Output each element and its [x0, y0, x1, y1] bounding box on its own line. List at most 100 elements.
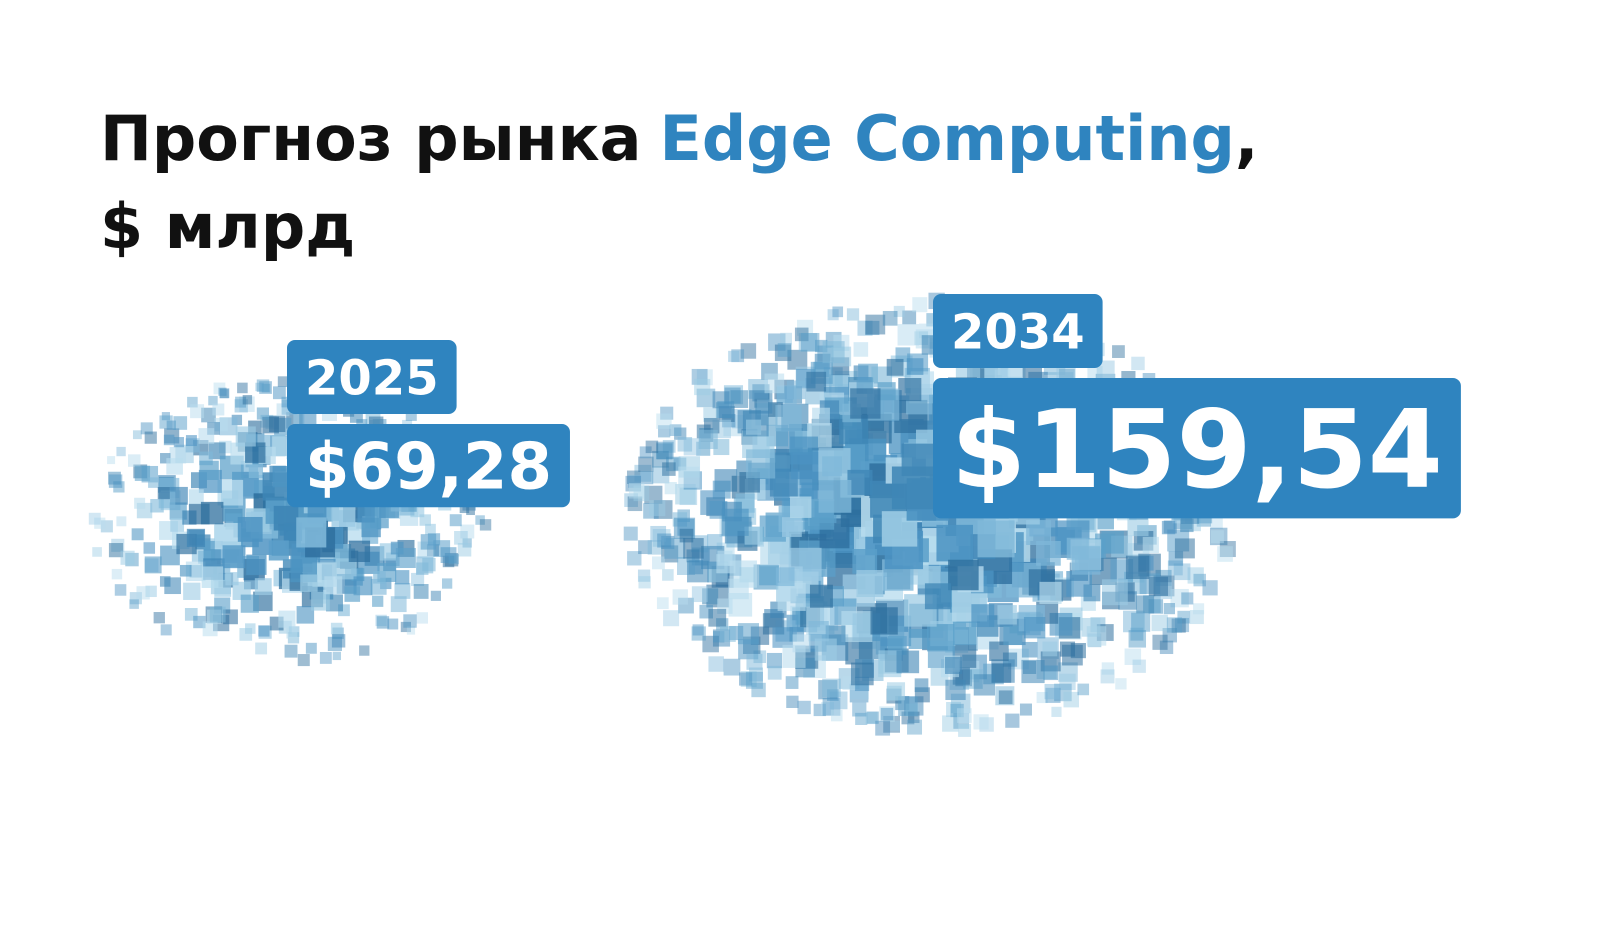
cube	[890, 720, 900, 731]
cube	[1044, 683, 1060, 700]
cube	[144, 556, 162, 574]
cube	[335, 558, 357, 580]
cube	[746, 653, 763, 670]
cube	[1171, 618, 1186, 633]
cube	[1039, 581, 1062, 604]
cube	[739, 672, 753, 686]
cube	[140, 422, 153, 435]
cube	[448, 554, 459, 565]
cube	[278, 610, 296, 628]
cube	[113, 481, 125, 493]
cube	[258, 625, 270, 637]
value-label-box	[933, 378, 1461, 519]
cube	[256, 407, 270, 420]
cube	[713, 439, 730, 456]
cube	[637, 569, 651, 582]
cube	[760, 537, 790, 567]
cube	[475, 515, 485, 525]
cube	[479, 519, 492, 531]
cube	[882, 310, 898, 326]
cube	[319, 652, 332, 664]
cube	[1051, 706, 1062, 717]
cube	[624, 493, 638, 507]
cube	[906, 358, 924, 375]
cube	[782, 517, 802, 537]
cube	[657, 533, 672, 548]
cube	[200, 501, 224, 525]
cube	[638, 576, 651, 589]
cube	[255, 642, 268, 655]
cube	[912, 297, 928, 313]
cube	[94, 517, 106, 529]
cube	[132, 430, 142, 440]
cube	[1127, 514, 1149, 537]
cube	[895, 347, 911, 363]
cube	[403, 614, 417, 628]
cube	[877, 382, 896, 401]
cube	[1151, 614, 1168, 632]
cube	[387, 618, 399, 630]
cube	[218, 387, 227, 396]
cube	[627, 551, 642, 566]
cube	[850, 662, 874, 686]
cube	[656, 443, 673, 460]
cube	[953, 713, 970, 729]
cube	[254, 578, 272, 596]
cube	[281, 396, 293, 408]
cube	[359, 645, 370, 656]
cube	[459, 503, 470, 514]
cube	[1021, 641, 1038, 658]
cube	[908, 629, 929, 649]
cube	[898, 696, 918, 717]
cube	[786, 380, 806, 400]
cube	[457, 542, 472, 557]
cube	[1210, 516, 1223, 530]
cube	[744, 526, 763, 545]
cube	[792, 634, 811, 653]
cube	[214, 522, 242, 550]
cube	[1128, 630, 1147, 648]
cube	[1125, 555, 1150, 580]
cube	[625, 475, 642, 492]
cube	[1142, 536, 1159, 554]
cube	[1159, 640, 1174, 655]
cube	[134, 497, 146, 509]
cube	[183, 582, 201, 600]
cube	[190, 404, 205, 419]
cube	[330, 622, 343, 635]
cube	[208, 395, 218, 406]
cube	[161, 412, 170, 421]
cube	[390, 596, 407, 613]
cube	[656, 441, 674, 460]
cube	[703, 417, 720, 434]
cube	[256, 379, 270, 392]
cube	[956, 708, 972, 723]
cube	[311, 591, 330, 611]
cube	[128, 454, 141, 467]
cube	[1217, 546, 1233, 562]
cube	[160, 624, 172, 636]
cube	[700, 490, 725, 515]
cube	[111, 568, 123, 580]
cube	[638, 540, 652, 555]
cube	[777, 582, 806, 611]
cube	[357, 505, 375, 523]
cube	[1193, 603, 1205, 615]
cube	[454, 531, 468, 545]
cube	[708, 656, 724, 672]
cube	[901, 443, 935, 477]
cube	[419, 514, 431, 526]
cube	[1100, 669, 1115, 684]
cube	[822, 678, 841, 698]
cube	[806, 371, 827, 392]
cube	[116, 446, 126, 457]
cube	[639, 446, 652, 459]
cube	[866, 711, 879, 724]
cube	[1066, 571, 1092, 597]
cube	[92, 547, 102, 557]
cube	[1148, 576, 1168, 596]
cube	[296, 606, 315, 624]
cube	[1081, 617, 1101, 637]
cube	[449, 514, 462, 527]
cube	[989, 641, 1009, 662]
